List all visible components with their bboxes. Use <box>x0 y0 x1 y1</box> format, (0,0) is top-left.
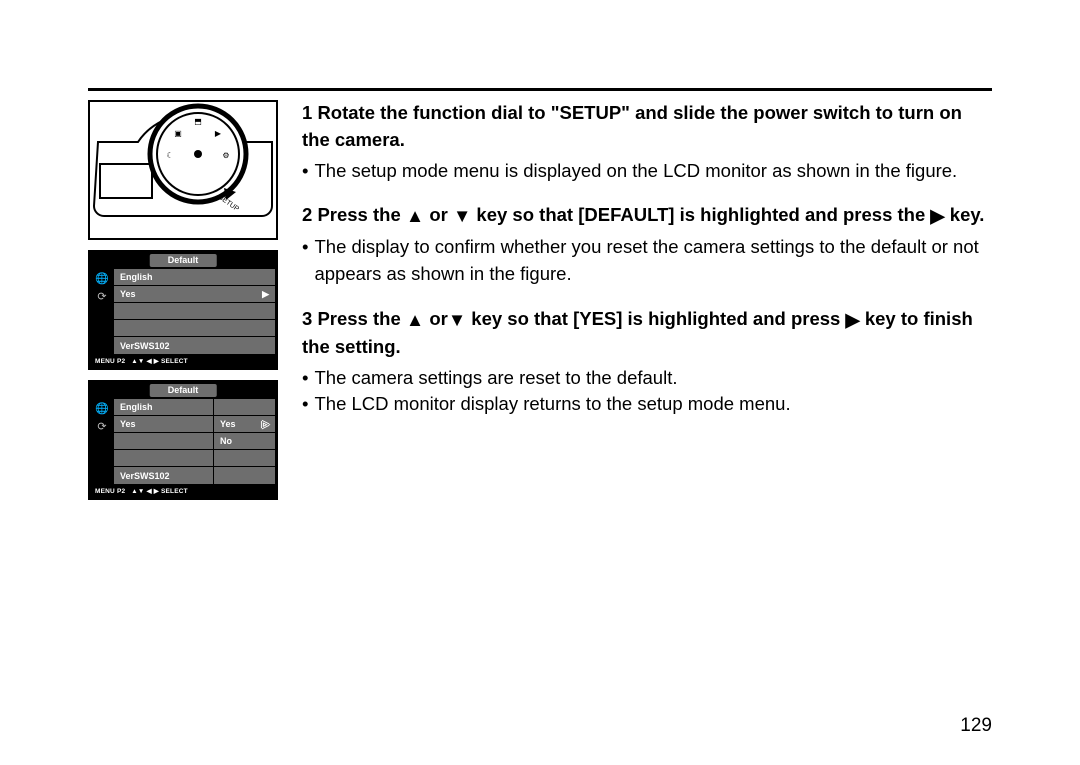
camera-dial-figure: ⬒ ▣ ▶ ☾ ⚙ SETUP <box>88 100 278 240</box>
step-1-bullets: • The setup mode menu is displayed on th… <box>302 158 992 185</box>
right-arrow-icon: ▶ <box>262 289 269 300</box>
lcd1-row: Yes▶ <box>114 286 275 303</box>
step-2: 2 Press the ▲ or ▼ key so that [DEFAULT]… <box>302 202 992 287</box>
up-arrow-icon: ▲ <box>406 203 424 230</box>
instructions-column: 1 Rotate the function dial to "SETUP" an… <box>298 100 992 500</box>
svg-text:▶: ▶ <box>215 129 222 138</box>
lcd1-titlebar: Default <box>91 253 275 269</box>
left-figure-column: ⬒ ▣ ▶ ☾ ⚙ SETUP Default <box>88 100 278 500</box>
bullet-item: • The LCD monitor display returns to the… <box>302 391 992 418</box>
lcd-screenshot-2: Default 🌐 ⟳ English Yes . . VerSWS102 <box>88 380 278 500</box>
globe-icon: 🌐 <box>95 271 109 285</box>
up-arrow-icon: ▲ <box>406 307 424 334</box>
content-area: ⬒ ▣ ▶ ☾ ⚙ SETUP Default <box>88 100 992 500</box>
camera-dial-svg: ⬒ ▣ ▶ ☾ ⚙ SETUP <box>90 102 278 240</box>
lcd1-footer: MENU P2 ▲▼ ◀ ▶ SELECT <box>91 355 275 367</box>
lcd1-icon-column: 🌐 ⟳ <box>91 269 113 355</box>
lcd2-title: Default <box>150 384 217 397</box>
bullet-item: • The display to confirm whether you res… <box>302 234 992 288</box>
globe-icon: 🌐 <box>95 401 109 415</box>
bullet-item: • The camera settings are reset to the d… <box>302 365 992 392</box>
lcd-screenshot-1: Default 🌐 ⟳ English Yes▶ . . VerSWS102 <box>88 250 278 370</box>
reset-icon: ⟳ <box>95 419 109 433</box>
step-1-title: 1 Rotate the function dial to "SETUP" an… <box>302 100 992 154</box>
step-3-bullets: • The camera settings are reset to the d… <box>302 365 992 419</box>
bullet-dot: • <box>302 365 308 392</box>
svg-text:▣: ▣ <box>174 129 182 138</box>
bullet-dot: • <box>302 158 308 185</box>
lcd2-col2: . Yes▷ No . . <box>213 399 275 484</box>
bullet-dot: • <box>302 234 308 288</box>
svg-text:⬒: ⬒ <box>194 117 202 126</box>
page-number: 129 <box>960 715 992 737</box>
down-arrow-icon: ▼ <box>453 203 471 230</box>
lcd1-col1: English Yes▶ . . VerSWS102 <box>114 269 275 354</box>
top-rule <box>88 88 992 91</box>
bullet-text: The setup mode menu is displayed on the … <box>314 158 957 185</box>
svg-text:⚙: ⚙ <box>222 151 229 160</box>
bullet-text: The camera settings are reset to the def… <box>314 365 677 392</box>
step-3-title: 3 Press the ▲ or▼ key so that [YES] is h… <box>302 306 992 361</box>
step-3: 3 Press the ▲ or▼ key so that [YES] is h… <box>302 306 992 418</box>
down-arrow-icon: ▼ <box>448 307 466 334</box>
bullet-text: The LCD monitor display returns to the s… <box>314 391 790 418</box>
right-arrow-icon: ▶ <box>845 307 859 334</box>
manual-page: ⬒ ▣ ▶ ☾ ⚙ SETUP Default <box>0 0 1080 765</box>
step-2-title: 2 Press the ▲ or ▼ key so that [DEFAULT]… <box>302 202 992 230</box>
lcd2-col1: English Yes . . VerSWS102 <box>114 399 213 484</box>
lcd2-icon-column: 🌐 ⟳ <box>91 399 113 485</box>
bullet-dot: • <box>302 391 308 418</box>
right-arrow-icon: ▶ <box>930 203 944 230</box>
right-arrow-outline-icon: ▷ <box>262 419 269 430</box>
lcd1-title: Default <box>150 254 217 267</box>
lcd1-row: English <box>114 269 275 286</box>
svg-text:☾: ☾ <box>166 151 173 160</box>
step-1: 1 Rotate the function dial to "SETUP" an… <box>302 100 992 184</box>
lcd2-titlebar: Default <box>91 383 275 399</box>
lcd2-footer: MENU P2 ▲▼ ◀ ▶ SELECT <box>91 485 275 497</box>
step-2-bullets: • The display to confirm whether you res… <box>302 234 992 288</box>
reset-icon: ⟳ <box>95 289 109 303</box>
bullet-text: The display to confirm whether you reset… <box>314 234 992 288</box>
bullet-item: • The setup mode menu is displayed on th… <box>302 158 992 185</box>
lcd1-row: VerSWS102 <box>114 337 275 354</box>
